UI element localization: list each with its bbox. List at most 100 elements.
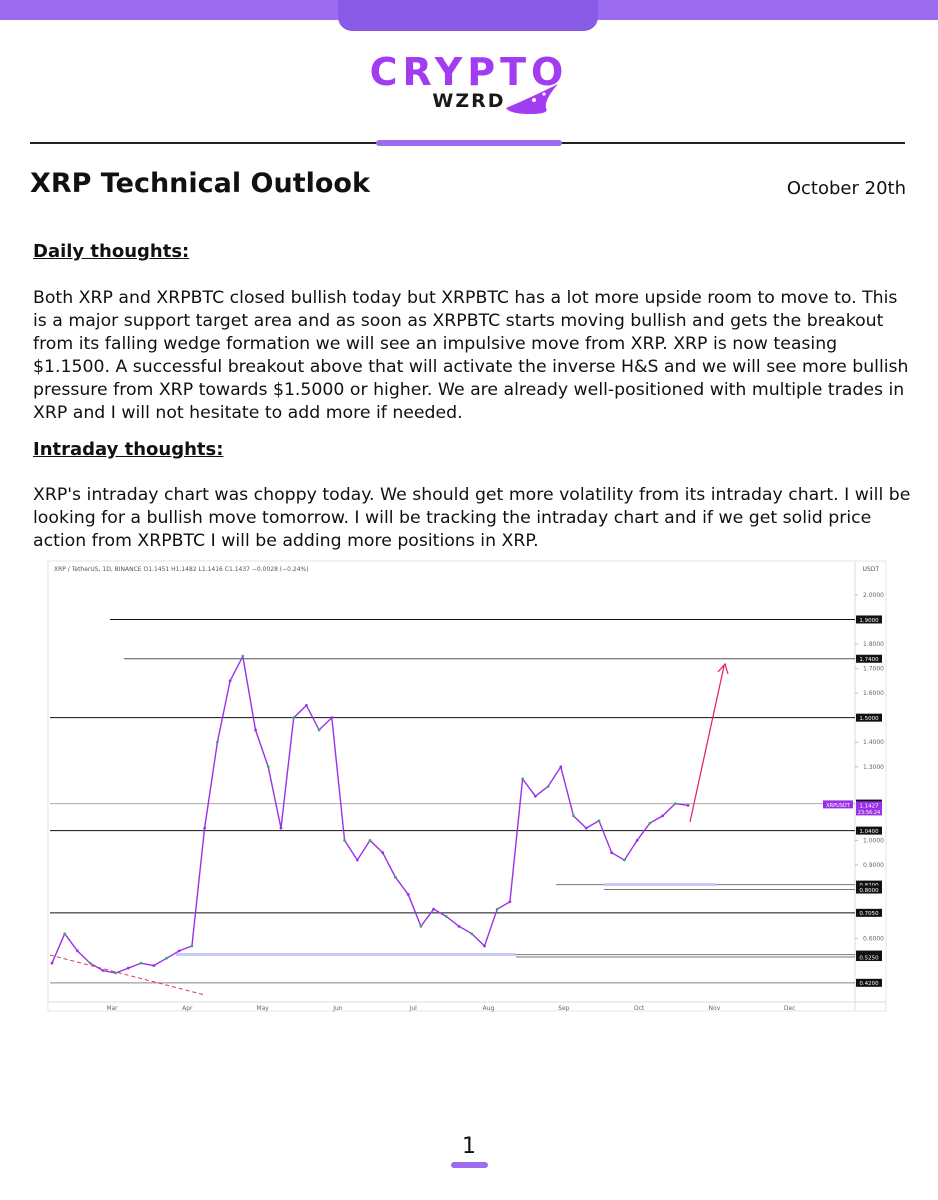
price-point — [508, 900, 512, 904]
price-point — [254, 728, 257, 732]
level-label: 0.5250 — [859, 955, 879, 961]
series-name: XRPUSDT — [826, 803, 851, 809]
trend-line — [49, 954, 206, 996]
last-price-label: 1.1427 — [859, 803, 879, 809]
price-point — [661, 814, 664, 818]
series-tag — [823, 800, 853, 809]
price-point — [76, 949, 79, 953]
price-point — [572, 814, 575, 818]
price-point — [483, 944, 486, 948]
price-point — [444, 915, 448, 918]
level-box — [856, 978, 882, 987]
price-point — [190, 944, 194, 948]
level-box — [856, 615, 882, 624]
level-box — [856, 908, 882, 917]
title: XRP Technical Outlook — [30, 168, 370, 199]
price-point — [203, 826, 207, 830]
date: October 20th — [786, 178, 906, 199]
paragraph: XRP's intraday chart was choppy today. W… — [33, 485, 911, 551]
price-point — [559, 765, 563, 769]
level-label: 1.7400 — [859, 657, 879, 663]
level-box — [856, 880, 882, 889]
price-point — [610, 851, 614, 855]
x-tick-label: Oct — [634, 1005, 645, 1012]
countdown: 23:56:24 — [858, 810, 880, 816]
price-point — [101, 969, 105, 972]
price-point — [597, 819, 601, 823]
price-point — [177, 949, 181, 953]
level-label: 1.0400 — [859, 829, 879, 835]
level-box — [856, 826, 882, 835]
price-point — [432, 907, 435, 911]
level-label: 0.4200 — [859, 981, 879, 987]
separator-accent — [376, 140, 562, 146]
price-point — [165, 956, 168, 960]
top-tab — [338, 0, 598, 31]
x-tick-label: Mar — [106, 1005, 118, 1012]
y-tick-label: 2.0000 — [863, 592, 884, 599]
y-tick-label: 1.8000 — [863, 641, 884, 648]
x-tick-label: Jul — [409, 1005, 418, 1012]
page-number: 1 — [462, 1134, 476, 1159]
y-tick-label: 1.4000 — [863, 739, 884, 746]
price-point — [635, 839, 639, 842]
chart-title: XRP / TetherUS, 1D, BINANCE O1.1451 H1.1… — [54, 566, 309, 573]
x-tick-label: Apr — [182, 1005, 193, 1012]
x-tick-label: May — [256, 1005, 269, 1012]
price-point — [241, 654, 245, 658]
page-accent — [451, 1162, 488, 1168]
x-tick-label: Aug — [483, 1005, 495, 1012]
price-point — [521, 777, 525, 781]
support-zone — [604, 883, 716, 886]
price-point — [648, 821, 652, 825]
price-point — [305, 703, 308, 707]
price-point — [139, 961, 143, 965]
chart-frame — [47, 560, 887, 1012]
price-point — [546, 785, 550, 788]
price-point — [50, 961, 54, 965]
chart: XRP / TetherUS, 1D, BINANCE O1.1451 H1.1… — [47, 560, 887, 1012]
brand: CRYPTO — [369, 50, 569, 94]
x-tick-label: Dec — [784, 1005, 796, 1012]
price-point — [686, 803, 690, 807]
price-point — [330, 716, 334, 720]
price-point — [533, 794, 537, 798]
support-zone — [176, 953, 516, 956]
level-label: 0.8000 — [859, 888, 879, 894]
x-tick-label: Jun — [332, 1005, 343, 1012]
level-box — [856, 885, 882, 894]
level-box — [856, 654, 882, 663]
y-unit: USDT — [863, 566, 880, 573]
price-point — [343, 839, 346, 842]
x-tick-label: Nov — [709, 1005, 721, 1012]
price-point — [623, 858, 626, 862]
price-point — [495, 907, 499, 911]
level-label: 0.7050 — [859, 911, 879, 917]
price-point — [419, 924, 423, 928]
price-point — [126, 966, 130, 970]
projection-arrow — [689, 665, 725, 823]
logo-hat — [506, 84, 558, 114]
price-point — [279, 826, 283, 830]
price-point — [88, 961, 92, 965]
price-point — [63, 932, 67, 936]
section-heading: Intraday thoughts: — [33, 439, 224, 460]
last-price-box — [856, 801, 882, 816]
price-point — [292, 716, 296, 720]
price-point — [584, 826, 588, 830]
y-tick-label: 1.7000 — [863, 666, 884, 673]
price-point — [266, 765, 270, 769]
y-tick-label: 1.0000 — [863, 837, 884, 844]
y-tick-label: 0.9000 — [863, 862, 884, 869]
price-point — [228, 679, 232, 683]
price-point — [368, 839, 372, 842]
price-point — [381, 851, 385, 855]
y-tick-label: 0.6000 — [863, 936, 884, 943]
x-tick-label: Sep — [558, 1005, 570, 1012]
price-point — [355, 858, 359, 862]
price-point — [152, 964, 156, 968]
arrow-head — [717, 662, 729, 675]
price-point — [215, 740, 219, 744]
level-box — [856, 713, 882, 722]
